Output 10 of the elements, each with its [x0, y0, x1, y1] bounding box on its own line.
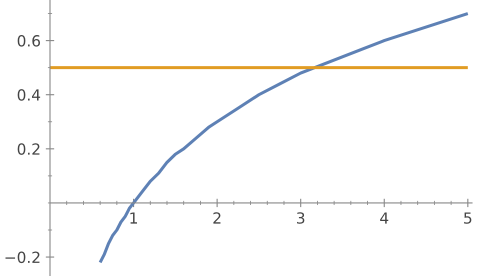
x-tick-label: 1: [130, 212, 138, 224]
x-tick-label: 4: [380, 212, 388, 224]
x-tick-label: 3: [297, 212, 304, 224]
y-tick-label: 0.2: [18, 143, 40, 155]
y-tick-label: −0.2: [5, 252, 40, 264]
x-tick-label: 2: [213, 212, 220, 224]
y-tick-label: 0.6: [18, 35, 40, 47]
x-tick-label: 5: [464, 212, 472, 224]
y-tick-label: 0.4: [18, 89, 40, 101]
line-series: [98, 12, 470, 264]
